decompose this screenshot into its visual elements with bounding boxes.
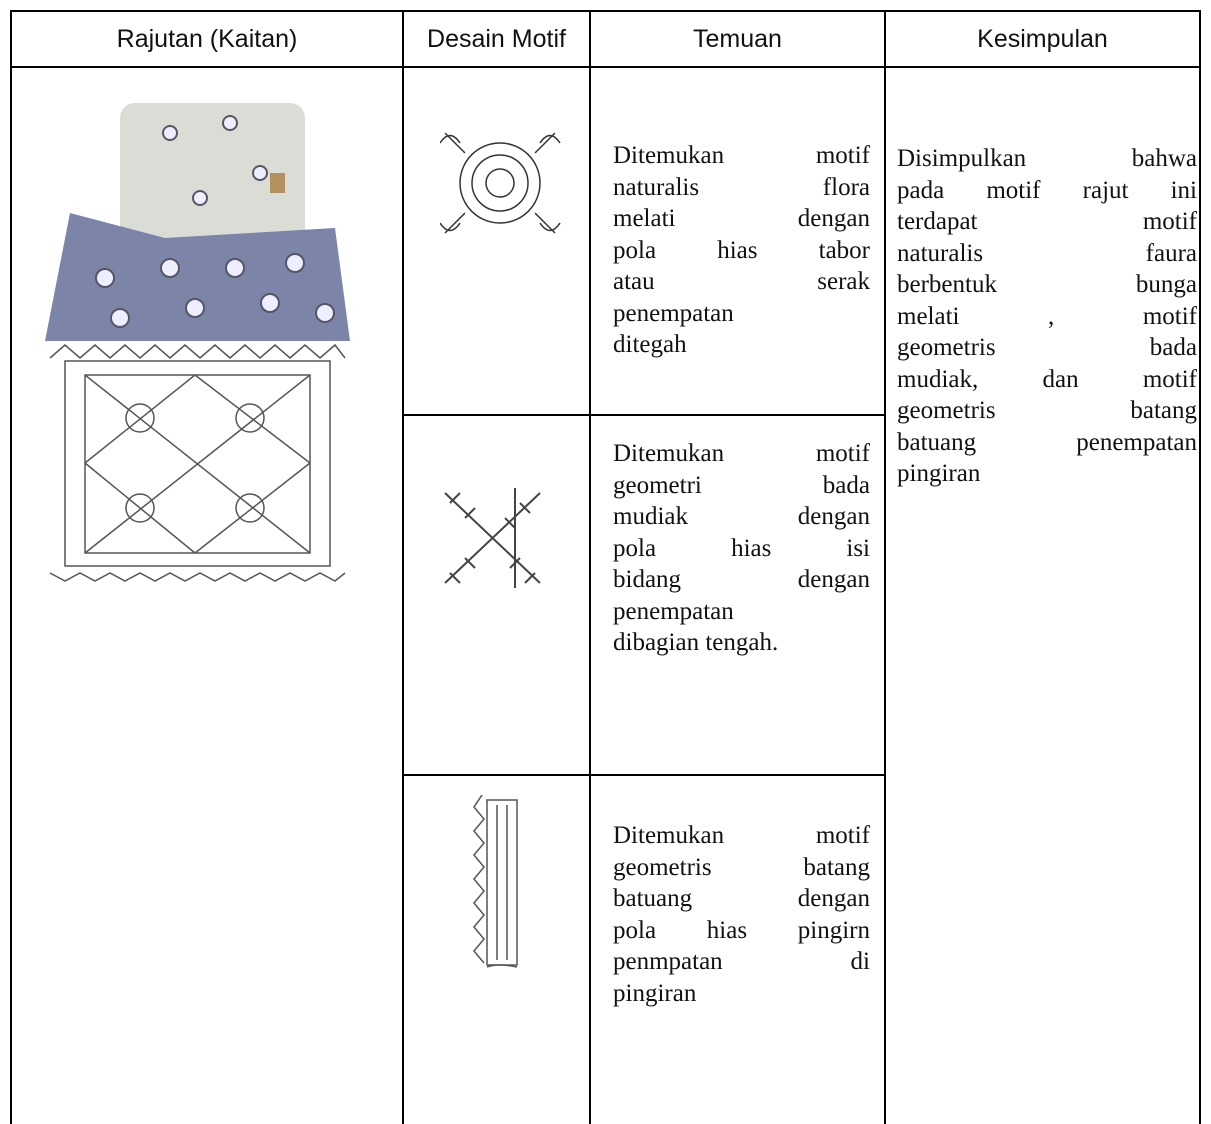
table-border [10,10,1201,12]
header-cell: Temuan [693,24,782,53]
text-line: geometris bada [897,334,1197,361]
table-border [1199,10,1201,1124]
motif-border [473,795,518,968]
text-line: penempatan [613,597,734,625]
text-line: pola hias tabor [613,236,870,264]
motif-flower [440,132,561,234]
text-line: melati dengan [613,205,870,232]
text-line: batuang dengan [613,885,870,912]
finding-text: Ditemukan motif geometris batang batuang d… [613,820,870,1009]
text-line: penempatan [613,299,734,327]
text-line: bidang dengan [613,566,870,593]
header-cell: Rajutan (Kaitan) [116,24,298,53]
header-cell: Desain Motif [427,24,566,53]
text-line: Ditemukan motif [613,142,870,169]
text-line: pingiran [897,460,981,487]
table-border [403,774,885,776]
finding-text: Ditemukan motif geometri bada mudiak denga… [613,438,870,659]
text-line: dibagian tengah. [613,629,779,656]
text-line: Disimpulkan bahwa [897,145,1197,172]
text-line: Ditemukan motif [613,822,870,849]
table-border [10,10,12,1124]
text-line: mudiak, dan motif [897,365,1197,393]
table-border [10,66,1201,68]
text-line: pada motif rajut ini [897,176,1197,204]
finding-text: Ditemukan motif naturalis flora melati den… [613,140,870,361]
header-cell: Kesimpulan [977,24,1108,53]
text-line: melati , motif [897,302,1197,330]
text-line: mudiak dengan [613,503,870,530]
text-line: naturalis faura [897,239,1197,267]
text-line: pola hias isi [613,534,870,562]
text-line: terdapat motif [897,208,1197,235]
text-line: geometris batang [897,397,1197,424]
text-line: ditegah [613,331,687,358]
motif-cross [444,488,541,588]
text-line: pola hias pingirn [613,916,870,944]
text-line: pingiran [613,979,697,1007]
text-line: Ditemukan motif [613,440,870,467]
table-border [403,414,885,416]
text-line: geometris batang [613,853,870,881]
text-line: berbentuk bunga [897,271,1197,298]
text-line: naturalis flora [613,173,870,201]
text-line: atau serak [613,268,870,295]
text-line: penmpatan di [613,948,870,975]
text-line: batuang penempatan [897,428,1197,456]
text-line: geometri bada [613,471,870,499]
table-border [589,10,591,1124]
table-border [402,10,404,1124]
crochet-photo [45,103,350,582]
table-border [884,10,886,1124]
conclusion-text: Disimpulkan bahwa pada motif rajut ini ter… [897,143,1197,490]
